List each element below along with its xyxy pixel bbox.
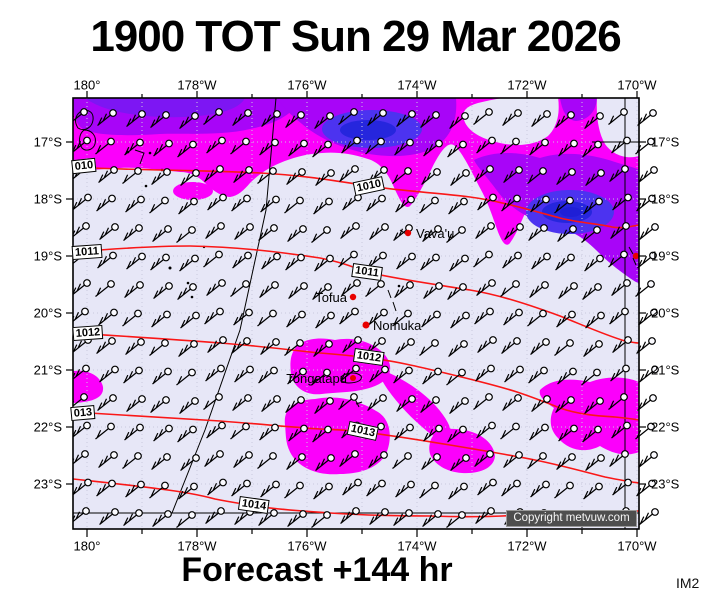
wind-barb (636, 109, 657, 127)
lon-label-top-1: 178°W (177, 77, 217, 93)
place-dot-tofua (349, 293, 357, 301)
lon-label-top-0: 180° (73, 77, 101, 93)
isobar-1010 (73, 166, 639, 229)
wind-barb (638, 223, 659, 241)
place-markers: Vava'u Tofua Nomuka Tongatapu (286, 226, 640, 386)
lat-label-left-5: 22°S (33, 419, 62, 435)
place-label-tongatapu: Tongatapu (286, 371, 347, 386)
lat-label-right-2: 19°S (651, 248, 680, 264)
model-id-label: IM2 (676, 575, 700, 591)
lat-label-left-3: 20°S (33, 305, 62, 321)
wind-barb (638, 508, 659, 526)
lat-label-right-5: 22°S (651, 419, 680, 435)
lon-label-bottom-3: 174°W (397, 538, 437, 554)
place-label-nomuka: Nomuka (373, 318, 422, 333)
lat-label-right-3: 20°S (651, 305, 680, 321)
lat-label-left-6: 23°S (33, 476, 62, 492)
isobar-1013 (73, 411, 639, 484)
axis-ticks (66, 91, 646, 537)
island-marker (632, 252, 640, 260)
wind-barb (637, 166, 658, 184)
lon-label-bottom-4: 172°W (507, 538, 547, 554)
isobar-label-1010-left: 010 (71, 157, 97, 175)
place-label-vavau: Vava'u (416, 226, 454, 241)
place-dot-nomuka (362, 321, 370, 329)
wind-barb (636, 394, 657, 412)
lat-label-right-6: 23°S (651, 476, 680, 492)
isobar-1011 (73, 245, 639, 344)
isobar-label-1012-left: 1012 (72, 324, 104, 342)
copyright-badge: Copyright metvuw.com (506, 510, 637, 527)
lat-label-left-2: 19°S (33, 248, 62, 264)
lat-label-left-0: 17°S (33, 134, 62, 150)
lon-label-top-2: 176°W (287, 77, 327, 93)
lon-label-top-5: 170°W (617, 77, 657, 93)
lat-label-right-0: 17°S (651, 134, 680, 150)
lon-label-bottom-1: 178°W (177, 538, 217, 554)
island-outlines (75, 109, 637, 408)
isobar-label-1011-left: 1011 (71, 243, 103, 261)
wind-barb (637, 451, 658, 469)
isobar-label-1013-left: 013 (70, 404, 96, 422)
lat-label-left-1: 18°S (33, 191, 62, 207)
place-dot-tongatapu (350, 375, 356, 381)
place-dot-vavau (404, 229, 412, 237)
place-label-tofua: Tofua (315, 290, 348, 305)
lon-label-top-3: 174°W (397, 77, 437, 93)
forecast-label: Forecast +144 hr (181, 551, 453, 589)
lon-label-bottom-5: 170°W (617, 538, 657, 554)
lon-label-bottom-2: 176°W (287, 538, 327, 554)
lon-label-bottom-0: 180° (73, 538, 101, 554)
page-title: 1900 TOT Sun 29 Mar 2026 (90, 12, 621, 61)
lat-label-left-4: 21°S (33, 362, 62, 378)
lat-label-right-1: 18°S (651, 191, 680, 207)
lat-label-right-4: 21°S (651, 362, 680, 378)
lon-label-top-4: 172°W (507, 77, 547, 93)
